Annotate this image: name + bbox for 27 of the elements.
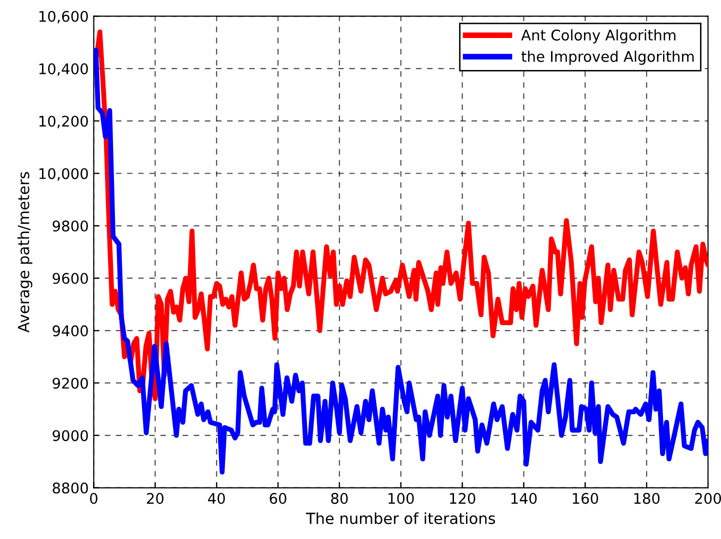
legend-label: Ant Colony Algorithm	[521, 29, 676, 44]
x-tick-label: 180	[634, 492, 660, 504]
y-tick-label: 10,000	[39, 168, 88, 181]
x-tick-label: 80	[331, 492, 348, 504]
y-tick-label: 8800	[52, 482, 88, 494]
x-tick-label: 200	[695, 492, 721, 504]
y-tick-label: 9800	[52, 220, 88, 232]
x-tick-label: 60	[270, 492, 286, 504]
y-tick-label: 9200	[52, 378, 88, 389]
line-series	[94, 48, 708, 475]
x-tick-label: 120	[450, 492, 476, 504]
y-tick-label: 10,400	[39, 63, 88, 76]
x-tick-label: 140	[511, 492, 537, 504]
line-series	[94, 29, 708, 402]
y-tick-label: 10,600	[39, 10, 88, 24]
legend-label: the Improved Algorithm	[521, 50, 694, 65]
x-tick-label: 20	[146, 492, 164, 504]
y-axis-title: Average path/meters	[18, 172, 32, 333]
y-tick-label: 9000	[52, 430, 88, 442]
y-tick-label: 9600	[52, 272, 88, 284]
x-tick-label: 100	[388, 492, 414, 504]
x-tick-label: 0	[90, 492, 98, 504]
x-axis-title: The number of iterations	[306, 512, 496, 524]
x-tick-label: 40	[208, 492, 225, 504]
y-tick-label: 10,200	[39, 116, 88, 128]
y-tick-label: 9400	[52, 325, 88, 336]
x-tick-label: 160	[572, 492, 598, 504]
